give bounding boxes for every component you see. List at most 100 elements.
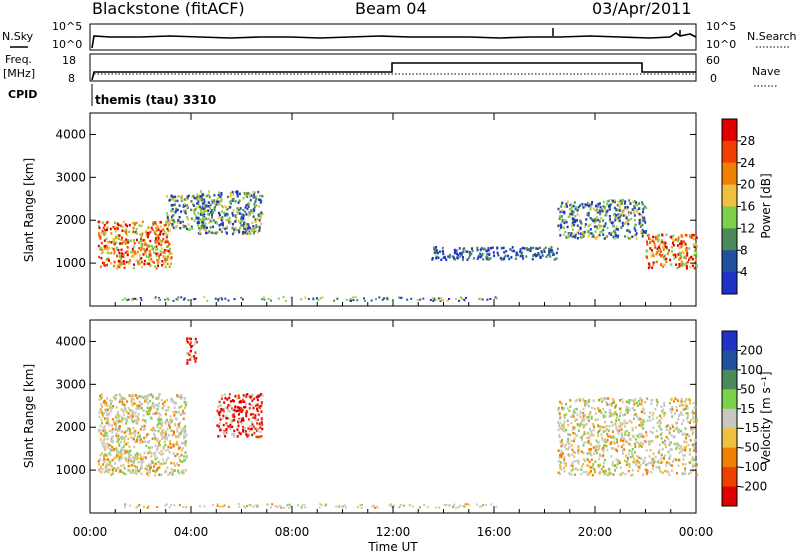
range-cell	[216, 198, 219, 201]
range-cell	[607, 429, 610, 432]
range-cell	[583, 431, 586, 434]
range-cell	[195, 340, 198, 344]
range-cell	[557, 224, 560, 228]
range-cell	[193, 196, 196, 200]
range-cell	[151, 248, 154, 251]
range-cell	[103, 448, 106, 451]
range-cell	[492, 251, 495, 254]
range-cell	[100, 418, 103, 422]
range-cell	[233, 197, 235, 201]
range-cell	[158, 439, 161, 443]
range-cell	[132, 456, 135, 459]
range-cell	[115, 393, 118, 397]
range-cell	[167, 448, 169, 451]
range-cell	[636, 211, 639, 214]
range-cell	[568, 454, 571, 458]
range-cell	[245, 393, 248, 397]
range-cell	[654, 244, 657, 248]
range-cell	[208, 190, 210, 193]
range-cell	[155, 222, 158, 226]
range-cell	[130, 412, 133, 415]
range-cell	[209, 206, 211, 209]
range-cell	[258, 435, 261, 439]
range-cell	[163, 230, 166, 233]
range-cell	[656, 401, 659, 404]
range-cell	[521, 255, 524, 258]
range-cell	[673, 400, 675, 403]
range-cell	[228, 396, 231, 400]
range-cell	[140, 235, 143, 238]
range-cell	[108, 468, 111, 471]
range-cell	[149, 239, 152, 243]
range-cell	[656, 416, 659, 420]
range-cell	[165, 212, 168, 215]
range-cell	[685, 265, 688, 268]
range-cell	[574, 219, 577, 222]
range-cell	[583, 432, 586, 436]
range-cell	[622, 414, 625, 417]
range-cell	[102, 434, 105, 437]
range-cell	[687, 420, 690, 424]
range-cell	[126, 224, 129, 228]
range-cell	[102, 400, 105, 403]
range-cell	[98, 430, 100, 433]
range-cell	[218, 202, 221, 206]
colorbar-swatch	[722, 331, 737, 351]
range-cell	[229, 194, 232, 198]
range-cell	[641, 442, 644, 446]
colorbar-tick-label: 28	[740, 134, 755, 148]
range-cell	[692, 415, 695, 418]
range-cell	[656, 421, 659, 425]
freq-left-tick-top: 18	[62, 54, 76, 67]
range-cell	[141, 232, 144, 235]
range-cell	[610, 404, 613, 407]
range-cell	[257, 190, 260, 194]
range-cell	[261, 195, 264, 198]
range-cell	[259, 215, 262, 218]
range-cell	[136, 457, 139, 461]
range-cell	[649, 430, 652, 433]
range-cell	[154, 451, 157, 454]
range-cell	[484, 503, 487, 506]
range-cell	[599, 454, 602, 458]
range-cell	[120, 255, 123, 258]
range-cell	[215, 203, 218, 206]
range-cell	[623, 425, 626, 428]
range-cell	[576, 459, 579, 463]
range-cell	[244, 506, 247, 509]
range-cell	[636, 203, 639, 207]
range-cell	[242, 419, 245, 422]
range-cell	[586, 403, 589, 406]
range-cell	[98, 226, 101, 230]
range-cell	[333, 299, 336, 302]
range-cell	[656, 237, 659, 240]
range-cell	[156, 468, 158, 472]
range-cell	[661, 255, 664, 258]
range-cell	[376, 506, 379, 509]
range-cell	[560, 205, 563, 208]
range-cell	[628, 213, 631, 216]
range-cell	[234, 226, 237, 229]
range-cell	[236, 210, 239, 213]
range-cell	[151, 228, 154, 231]
range-cell	[610, 199, 613, 202]
range-cell	[693, 447, 696, 450]
range-cell	[612, 199, 615, 203]
range-cell	[477, 255, 480, 259]
range-cell	[170, 203, 173, 207]
range-cell	[155, 241, 158, 244]
range-cell	[387, 298, 390, 301]
range-cell	[168, 265, 171, 268]
range-cell	[640, 457, 643, 461]
range-cell	[227, 404, 230, 407]
range-cell	[586, 473, 589, 477]
range-cell	[179, 221, 182, 225]
range-cell	[584, 223, 587, 226]
range-cell	[236, 435, 239, 438]
range-cell	[257, 214, 260, 217]
range-cell	[218, 413, 221, 416]
range-cell	[118, 444, 121, 447]
range-cell	[141, 466, 143, 469]
range-cell	[667, 470, 670, 474]
range-cell	[568, 472, 571, 475]
